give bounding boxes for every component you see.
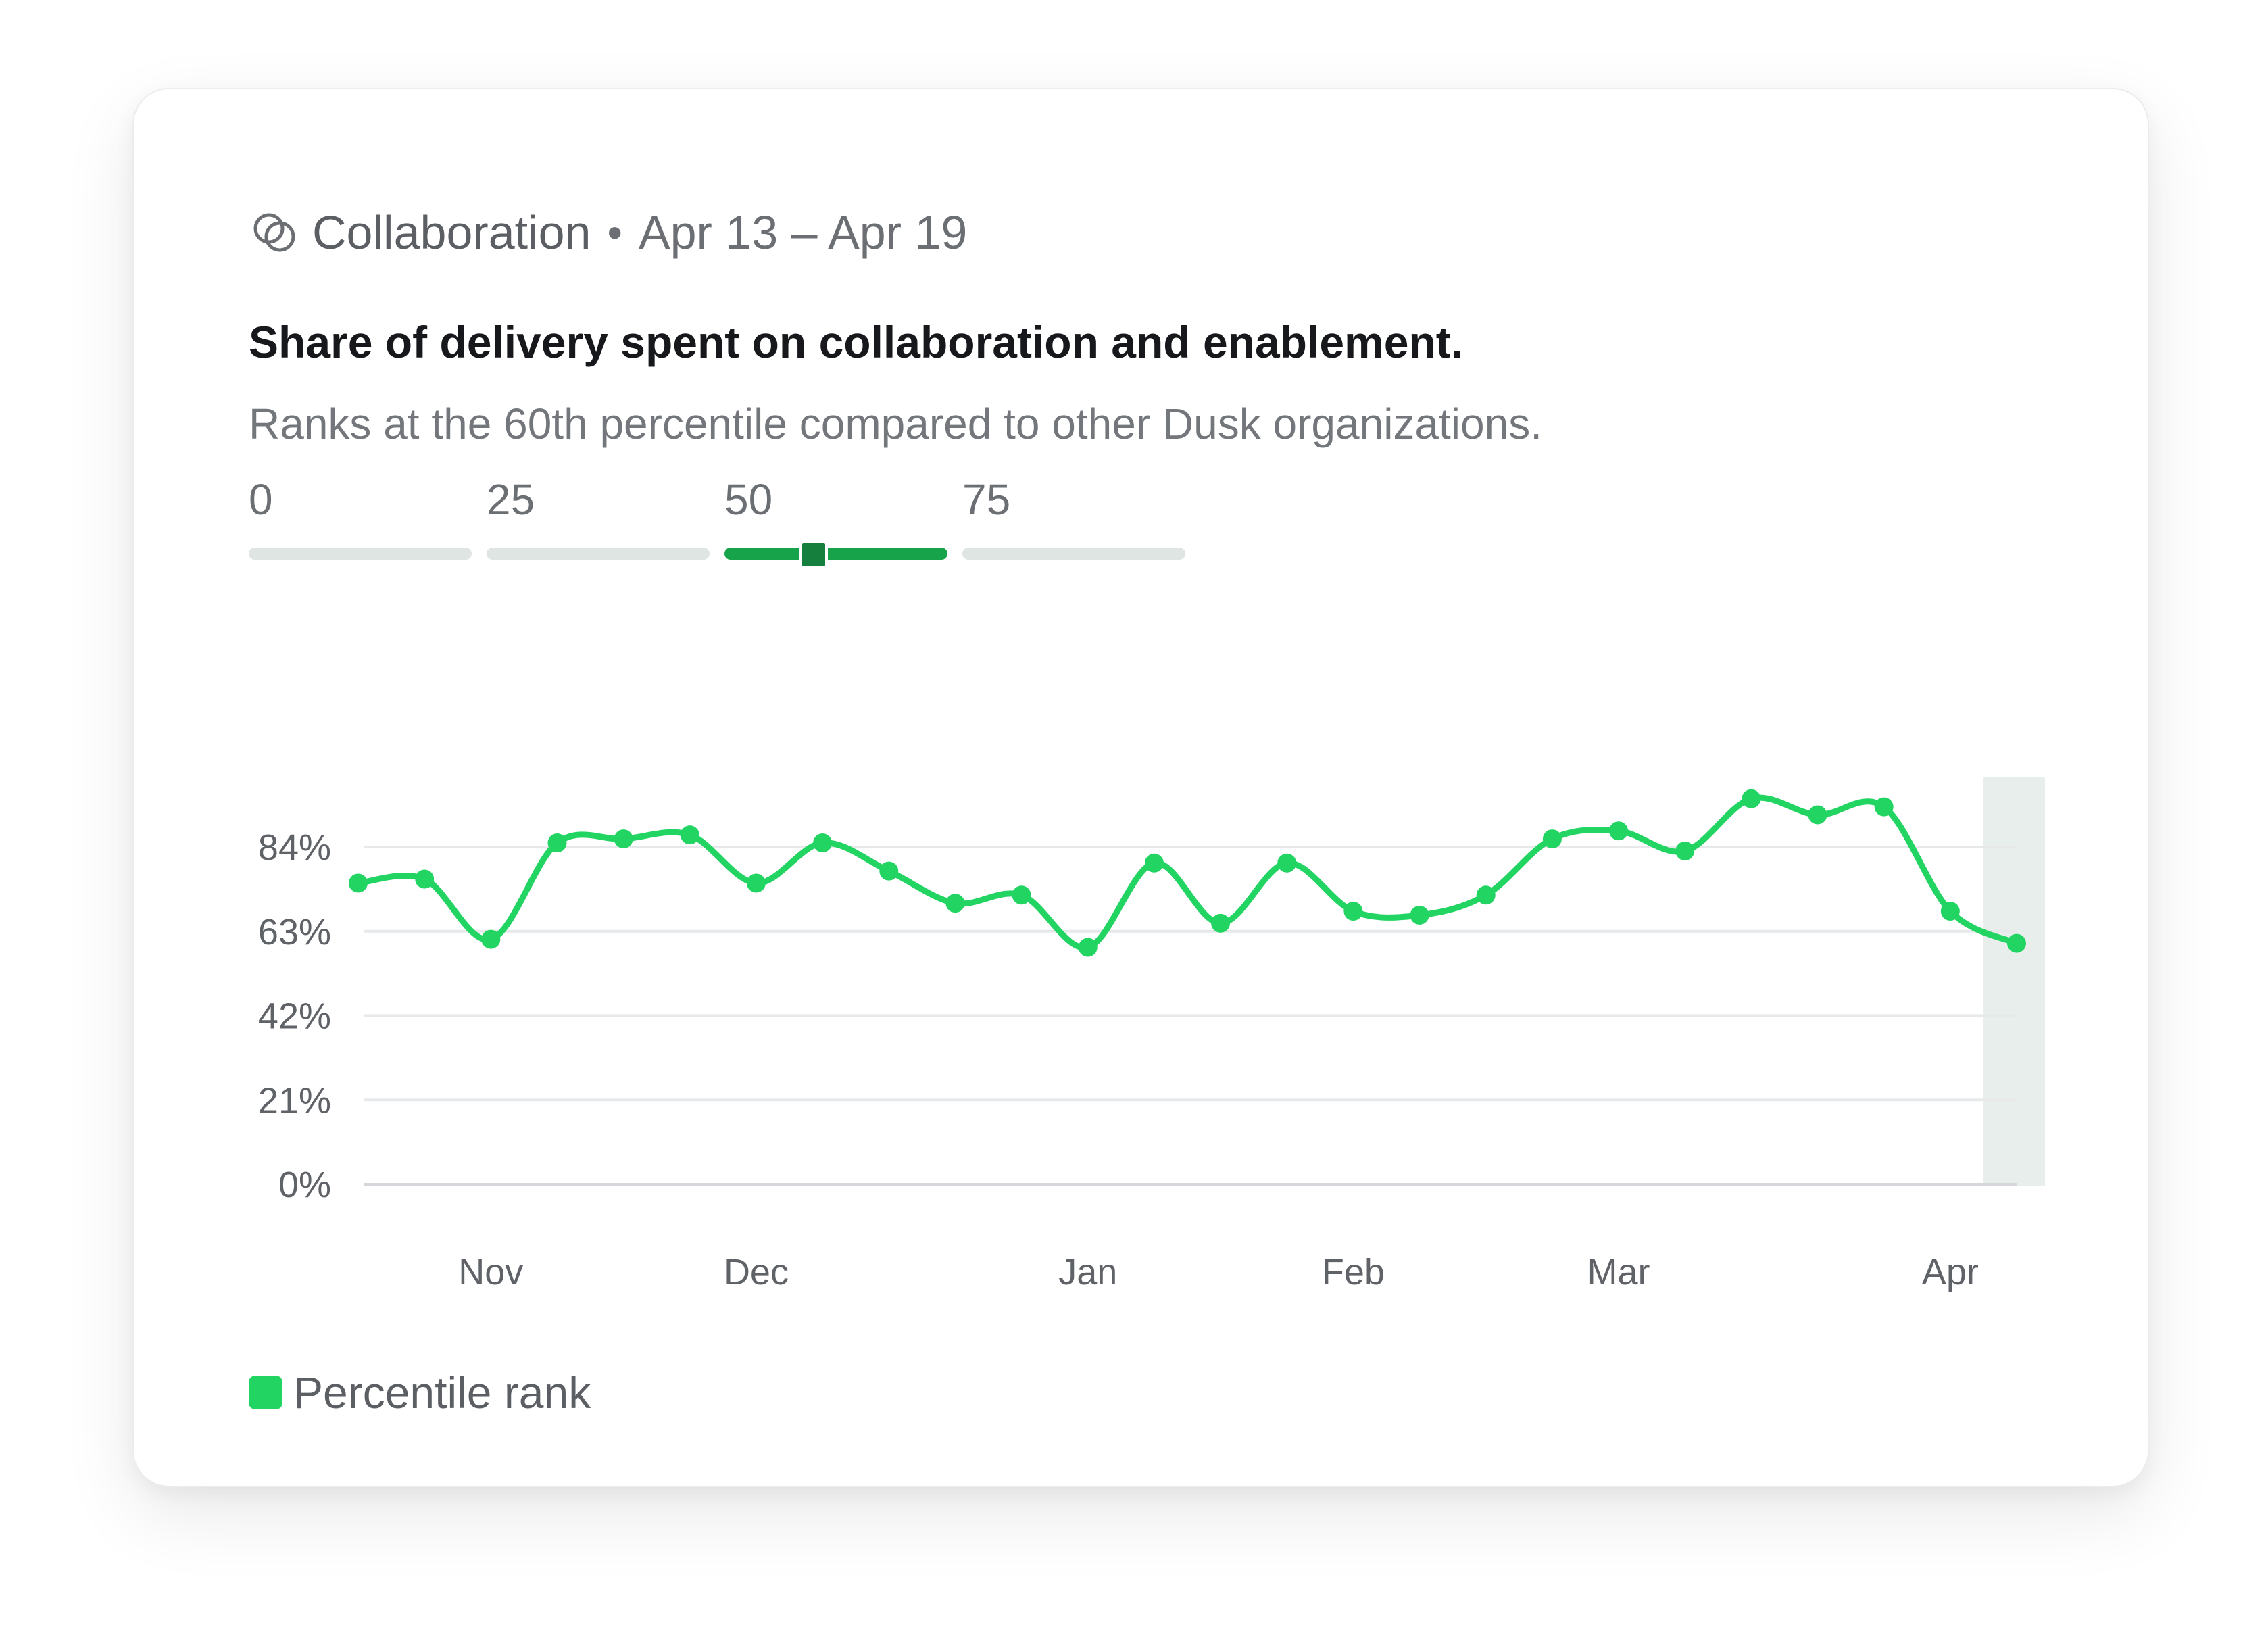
data-point — [1808, 805, 1827, 825]
date-range: Apr 13 – Apr 19 — [638, 206, 968, 259]
metric-headline: Share of delivery spent on collaboration… — [249, 317, 1464, 367]
data-point — [2007, 933, 2026, 953]
x-tick-label: Feb — [1322, 1252, 1385, 1292]
scale-label-0: 0 — [249, 475, 273, 524]
y-tick-label: 21% — [258, 1080, 331, 1121]
data-point — [1542, 829, 1562, 849]
x-tick-label: Apr — [1922, 1252, 1979, 1292]
data-point — [547, 833, 567, 853]
scale-segment-4 — [962, 548, 1185, 560]
scale-segment-2 — [487, 548, 710, 560]
scale-label-75: 75 — [962, 475, 1011, 524]
y-tick-label: 0% — [278, 1165, 331, 1205]
percentile-scale: 0 25 50 75 — [249, 475, 1195, 569]
data-point — [614, 829, 633, 849]
scale-label-25: 25 — [487, 475, 535, 524]
data-point — [1609, 821, 1629, 841]
data-point — [1078, 938, 1098, 957]
data-point — [1742, 789, 1761, 808]
card-title: Collaboration — [312, 206, 591, 259]
x-tick-label: Nov — [458, 1252, 523, 1292]
x-tick-label: Dec — [724, 1252, 789, 1292]
data-point — [746, 873, 766, 893]
data-point — [1211, 913, 1231, 933]
data-point — [1874, 797, 1894, 817]
data-point — [813, 833, 833, 853]
current-week-highlight — [1983, 777, 2045, 1186]
data-point — [481, 929, 501, 949]
data-point — [1476, 885, 1496, 905]
data-point — [415, 869, 435, 889]
scale-label-50: 50 — [724, 475, 773, 524]
linked-circles-icon — [249, 207, 300, 258]
legend-label: Percentile rank — [293, 1367, 591, 1417]
scale-segment-1 — [249, 548, 472, 560]
x-tick-label: Jan — [1058, 1252, 1117, 1292]
data-point — [349, 873, 368, 893]
data-point — [680, 825, 699, 845]
legend-swatch — [249, 1376, 282, 1409]
y-tick-label: 63% — [258, 912, 331, 952]
y-tick-label: 42% — [258, 996, 331, 1037]
chart-legend: Percentile rank — [249, 1367, 591, 1418]
metric-card: Collaboration • Apr 13 – Apr 19 Share of… — [132, 88, 2149, 1487]
percentile-marker — [799, 541, 828, 569]
percentile-line-chart: 0% 21% 42% 63% 84% Nov Dec Jan Feb Mar Apr — [258, 777, 2045, 1292]
data-point — [1277, 853, 1297, 873]
data-point — [1343, 902, 1363, 921]
scale-segment-3 — [724, 548, 947, 560]
metric-subline: Ranks at the 60th percentile compared to… — [249, 399, 1542, 448]
title-separator: • — [607, 208, 622, 257]
data-point — [945, 894, 965, 913]
series-line — [355, 794, 2020, 951]
data-point — [1940, 902, 1960, 921]
x-tick-label: Mar — [1587, 1252, 1650, 1292]
data-point — [1675, 841, 1695, 860]
data-point — [1012, 885, 1031, 905]
data-point — [879, 861, 899, 881]
data-point — [1410, 905, 1429, 925]
data-point — [1144, 853, 1164, 873]
card-header: Collaboration • Apr 13 – Apr 19 — [249, 200, 967, 265]
y-tick-label: 84% — [258, 827, 331, 868]
